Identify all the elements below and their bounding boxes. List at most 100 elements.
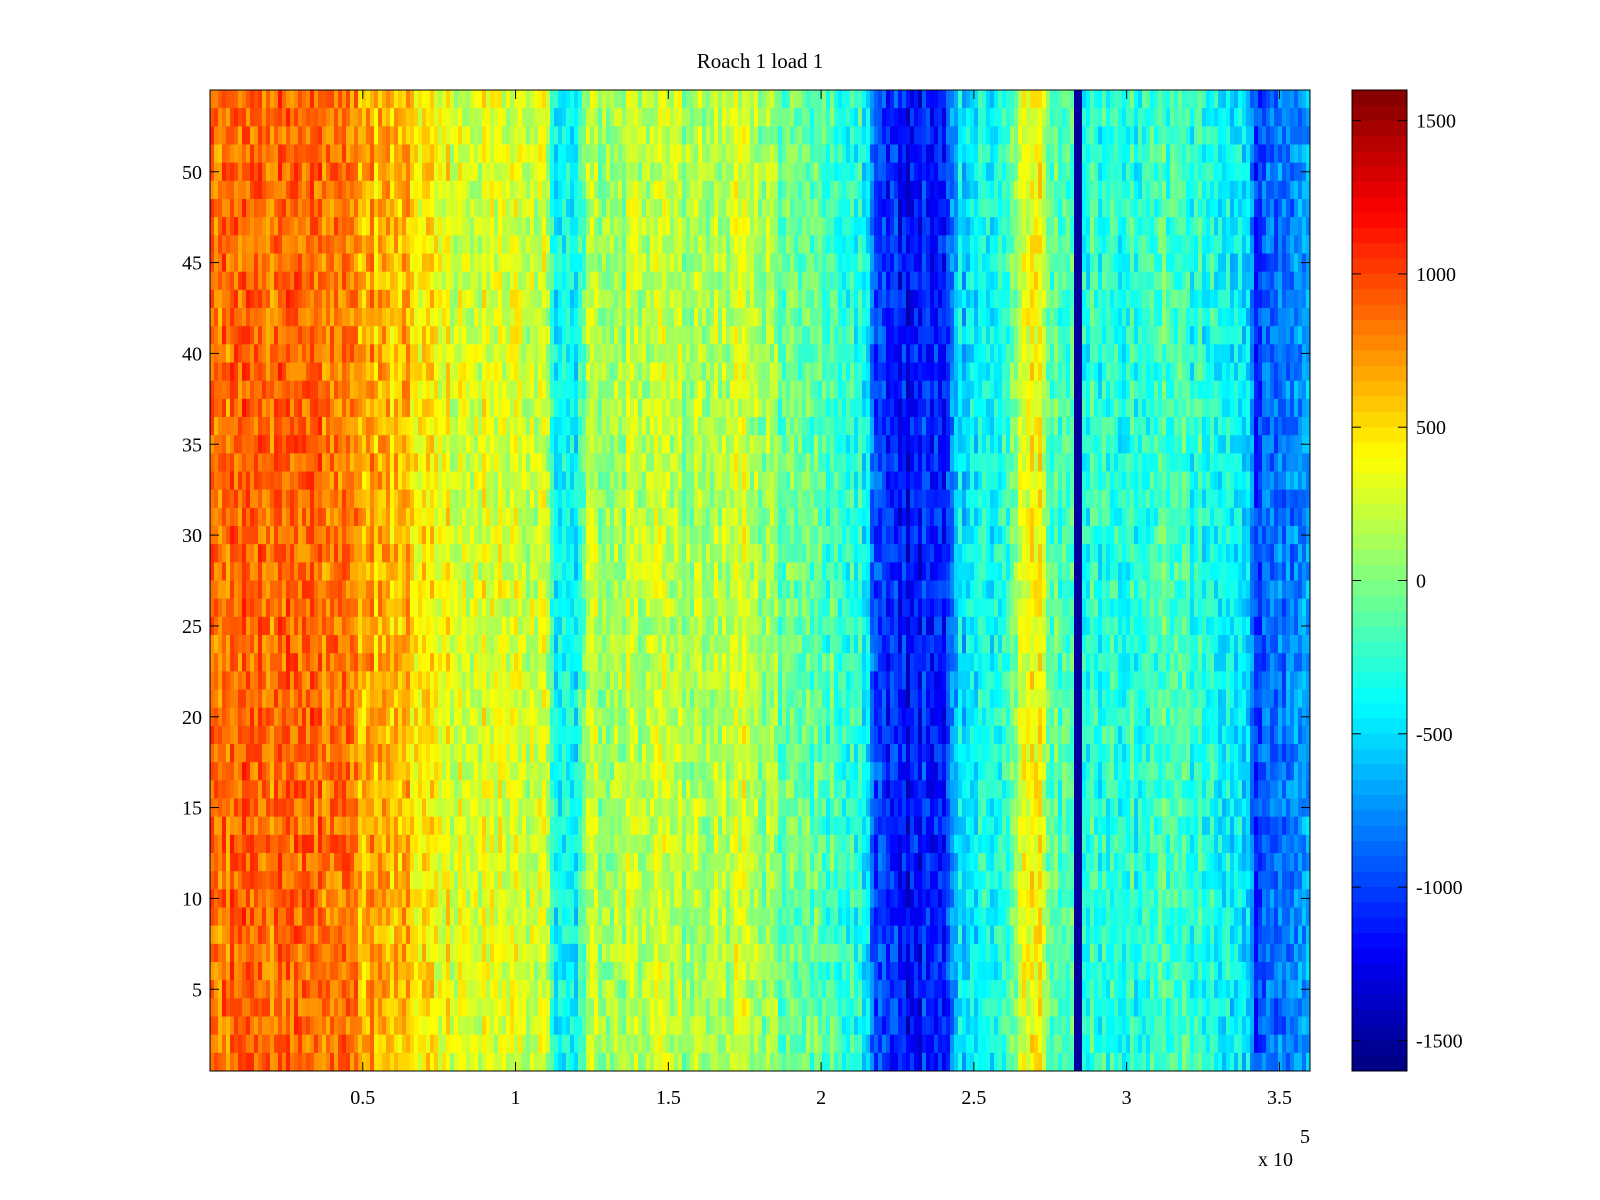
heatmap-cell [366,1052,371,1072]
heatmap-cell [242,834,247,854]
heatmap-cell [502,417,507,436]
heatmap-cell [546,689,551,709]
heatmap-cell [366,108,371,127]
heatmap-cell [442,108,447,127]
heatmap-cell [230,417,235,436]
heatmap-cell [310,943,315,963]
heatmap-cell [278,398,283,418]
heatmap-cell [330,962,335,981]
heatmap-cell [334,180,339,200]
heatmap-cell [526,526,531,545]
heatmap-cell [230,471,235,491]
heatmap-cell [386,108,391,127]
heatmap-cell [478,580,483,600]
heatmap-cell [266,816,271,836]
heatmap-cell [394,162,399,182]
heatmap-cell [506,217,511,236]
heatmap-cell [230,380,235,400]
heatmap-cell [390,834,395,854]
heatmap-cell [422,344,427,363]
heatmap-cell [286,871,291,890]
heatmap-cell [478,707,483,727]
heatmap-cell [254,962,259,981]
heatmap-cell [522,289,527,309]
heatmap-cell [526,398,531,418]
heatmap-cell [210,907,215,927]
heatmap-cell [510,1052,515,1072]
heatmap-cell [502,453,507,472]
heatmap-cell [362,144,367,164]
heatmap-cell [454,707,459,727]
heatmap-cell [322,853,327,872]
heatmap-cell [382,471,387,491]
heatmap-cell [566,562,571,581]
heatmap-cell [370,235,375,254]
heatmap-cell [286,980,291,999]
heatmap-cell [458,471,463,491]
heatmap-cell [450,725,455,745]
heatmap-cell [514,398,519,418]
heatmap-cell [554,962,559,981]
heatmap-cell [426,108,431,127]
heatmap-cell [426,689,431,709]
heatmap-cell [218,925,223,945]
heatmap-cell [378,635,383,654]
heatmap-cell [218,507,223,527]
heatmap-cell [358,544,363,563]
heatmap-cell [402,580,407,600]
heatmap-cell [274,90,279,109]
heatmap-cell [218,544,223,563]
heatmap-cell [542,1034,547,1054]
heatmap-cell [314,1016,319,1036]
heatmap-cell [274,398,279,418]
heatmap-cell [518,871,523,890]
heatmap-cell [410,725,415,745]
heatmap-cell [326,998,331,1017]
heatmap-cell [330,1016,335,1036]
heatmap-cell [306,471,311,491]
heatmap-cell [502,780,507,799]
heatmap-cell [210,998,215,1017]
heatmap-cell [298,907,303,927]
heatmap-cell [258,526,263,545]
heatmap-cell [234,689,239,709]
heatmap-cell [230,980,235,999]
heatmap-cell [450,653,455,672]
heatmap-cell [550,126,555,145]
heatmap-cell [346,962,351,981]
heatmap-cell [294,853,299,872]
heatmap-cell [522,780,527,799]
heatmap-cell [246,253,251,273]
heatmap-cell [286,562,291,581]
heatmap-cell [262,453,267,472]
heatmap-cell [318,1052,323,1072]
heatmap-cell [398,798,403,818]
heatmap-cell [318,762,323,781]
heatmap-cell [534,380,539,400]
heatmap-cell [314,1034,319,1054]
heatmap-cell [522,471,527,491]
heatmap-cell [574,380,579,400]
heatmap-cell [366,344,371,363]
heatmap-cell [506,580,511,600]
heatmap-cell [234,217,239,236]
heatmap-cell [310,907,315,927]
heatmap-cell [382,671,387,690]
heatmap-cell [558,853,563,872]
heatmap-cell [578,562,583,581]
heatmap-cell [550,616,555,636]
heatmap-cell [434,526,439,545]
heatmap-cell [518,635,523,654]
heatmap-cell [334,744,339,763]
heatmap-cell [486,453,491,472]
heatmap-cell [470,235,475,254]
heatmap-cell [262,489,267,509]
heatmap-cell [270,398,275,418]
heatmap-cell [334,253,339,273]
heatmap-cell [382,1052,387,1072]
heatmap-cell [346,126,351,145]
heatmap-cell [506,344,511,363]
heatmap-cell [222,689,227,709]
heatmap-cell [306,362,311,382]
heatmap-cell [502,653,507,672]
